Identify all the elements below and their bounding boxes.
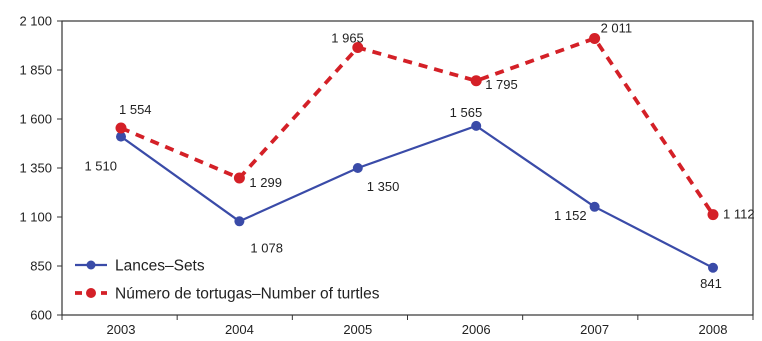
x-tick-label: 2006 (462, 322, 491, 337)
data-label-turtles: 1 299 (249, 175, 282, 190)
data-point-turtles (233, 172, 245, 184)
legend-swatch-marker (86, 260, 96, 270)
data-point-sets (708, 262, 718, 273)
data-label-sets: 1 152 (554, 208, 587, 223)
data-point-turtles (352, 41, 364, 53)
data-point-sets (589, 201, 600, 212)
y-tick-label: 850 (30, 259, 52, 274)
data-point-turtles (115, 122, 127, 134)
data-point-turtles (707, 209, 719, 221)
data-point-sets (352, 163, 363, 173)
y-axis: 600 850 1 100 1 350 1 600 1 850 2 100 (19, 14, 62, 323)
x-axis: 2003 2004 2005 2006 2007 2008 (61, 315, 754, 337)
data-point-sets (234, 216, 245, 227)
y-tick-label: 1 100 (19, 210, 52, 225)
data-label-sets: 1 078 (250, 240, 283, 255)
x-tick-label: 2008 (699, 322, 728, 337)
data-label-turtles: 2 011 (601, 20, 633, 35)
legend-label: Lances–Sets (115, 258, 205, 275)
y-tick-label: 600 (30, 308, 52, 323)
series-line-sets (120, 124, 714, 269)
data-label-sets: 1 510 (84, 159, 117, 174)
y-tick-label: 1 850 (19, 63, 52, 78)
data-label-sets: 841 (700, 276, 722, 291)
data-point-turtles (589, 32, 601, 44)
data-label-turtles: 1 795 (485, 77, 518, 92)
data-point-turtles (470, 75, 482, 87)
y-tick-label: 1 350 (19, 161, 52, 176)
legend-label: Número de tortugas–Number of turtles (115, 286, 380, 303)
data-label-turtles: 1 554 (119, 102, 152, 117)
data-labels: 1 510 1 078 1 350 1 565 1 152 841 1 554 1 299 1 … (84, 20, 754, 290)
x-tick-label: 2005 (343, 322, 372, 337)
data-point-sets (116, 131, 126, 142)
data-label-turtles: 1 112 (723, 207, 755, 222)
data-point-sets (471, 120, 482, 131)
y-tick-label: 2 100 (19, 14, 52, 29)
y-tick-label: 1 600 (19, 112, 52, 127)
legend-swatch-marker (86, 288, 96, 298)
x-tick-label: 2003 (107, 322, 136, 337)
x-tick-label: 2004 (225, 322, 254, 337)
series-layer (115, 32, 719, 273)
plot-frame (61, 20, 754, 316)
data-label-sets: 1 565 (450, 105, 483, 120)
data-label-turtles: 1 965 (331, 30, 364, 45)
x-tick-label: 2007 (580, 322, 609, 337)
data-label-sets: 1 350 (367, 179, 400, 194)
legend: Lances–Sets Número de tortugas–Number of … (75, 258, 380, 303)
